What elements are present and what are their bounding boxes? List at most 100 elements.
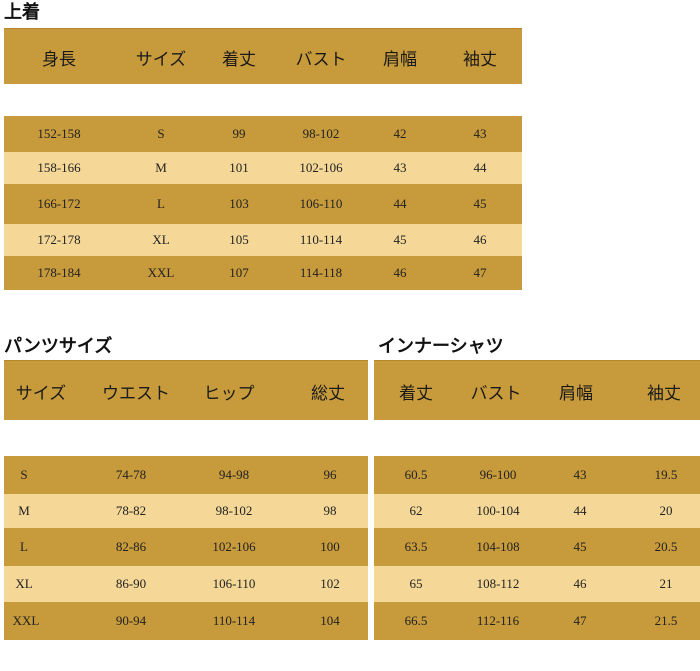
table-row: L 82-86 102-106 100 <box>4 528 368 566</box>
table-cell: 104-108 <box>476 539 520 554</box>
table-row: 178-184 XXL 107 114-118 46 47 <box>4 256 522 290</box>
table-cell: 112-116 <box>476 613 520 628</box>
table-row: 152-158 S 99 98-102 42 43 <box>4 116 522 152</box>
table-cell: 78-82 <box>115 503 147 518</box>
table-cell: 63.5 <box>404 539 428 554</box>
table-cell: 103 <box>229 196 249 211</box>
table-row: 60.5 96-100 43 19.5 <box>374 456 700 494</box>
table-cell: XXL <box>147 265 175 280</box>
header-cell: サイズ <box>135 49 187 70</box>
table-cell: 60.5 <box>404 467 428 482</box>
table-cell: 66.5 <box>404 613 428 628</box>
table-cell: 100 <box>320 539 340 554</box>
header-cell: 総丈 <box>311 383 345 404</box>
table-cell: 100-104 <box>476 503 520 518</box>
table-cell: 20.5 <box>654 539 678 554</box>
jacket-title: 上着 <box>4 2 40 23</box>
table-cell: 47 <box>473 265 487 280</box>
table-cell: 20 <box>659 503 673 518</box>
table-cell: 19.5 <box>654 467 678 482</box>
table-cell: 21 <box>659 576 673 591</box>
table-cell: 98 <box>323 503 337 518</box>
header-cell: バスト <box>470 383 522 404</box>
table-cell: 114-118 <box>299 265 343 280</box>
pants-size-table: サイズ ウエスト ヒップ 総丈 S 74-78 94-98 96 M 78-82… <box>4 360 368 640</box>
table-cell: 65 <box>409 576 423 591</box>
table-cell: 107 <box>229 265 249 280</box>
table-cell: 86-90 <box>115 576 147 591</box>
table-cell: 47 <box>573 613 587 628</box>
table-cell: M <box>18 503 30 518</box>
header-cell: バスト <box>295 49 347 70</box>
table-cell: 98-102 <box>302 126 340 141</box>
table-cell: 158-166 <box>37 160 81 175</box>
table-cell: 82-86 <box>115 539 147 554</box>
table-cell: 43 <box>393 160 407 175</box>
table-cell: 45 <box>573 539 587 554</box>
table-cell: 46 <box>393 265 407 280</box>
table-cell: 178-184 <box>37 265 81 280</box>
table-cell: XL <box>152 232 170 247</box>
header-cell: 袖丈 <box>463 49 497 70</box>
table-cell: 101 <box>229 160 249 175</box>
table-cell: 110-114 <box>212 613 256 628</box>
header-cell: 袖丈 <box>647 383 681 404</box>
table-cell: 108-112 <box>476 576 520 591</box>
header-cell: サイズ <box>15 383 67 404</box>
table-cell: 172-178 <box>37 232 81 247</box>
header-cell: 肩幅 <box>559 383 593 404</box>
table-cell: 46 <box>473 232 487 247</box>
table-cell: L <box>157 196 165 211</box>
table-cell: 106-110 <box>212 576 256 591</box>
inner-shirt-title: インナーシャツ <box>378 336 504 357</box>
table-cell: 74-78 <box>115 467 147 482</box>
table-cell: 96 <box>323 467 337 482</box>
table-cell: 45 <box>473 196 487 211</box>
table-cell: 44 <box>573 503 587 518</box>
table-row: XXL 90-94 110-114 104 <box>4 602 368 640</box>
table-cell: 94-98 <box>218 467 250 482</box>
table-row: 172-178 XL 105 110-114 45 46 <box>4 224 522 256</box>
table-cell: 106-110 <box>299 196 343 211</box>
table-cell: 46 <box>573 576 587 591</box>
table-cell: XXL <box>12 613 40 628</box>
table-cell: 43 <box>473 126 487 141</box>
table-cell: L <box>20 539 28 554</box>
table-cell: 99 <box>232 126 246 141</box>
table-cell: 102 <box>320 576 340 591</box>
table-cell: S <box>20 467 28 482</box>
table-row: 65 108-112 46 21 <box>374 566 700 602</box>
table-cell: 110-114 <box>299 232 343 247</box>
table-header: 着丈 バスト 肩幅 袖丈 <box>374 360 700 421</box>
table-cell: 152-158 <box>37 126 81 141</box>
table-cell: 90-94 <box>115 613 147 628</box>
table-cell: 45 <box>393 232 407 247</box>
table-cell: 43 <box>573 467 587 482</box>
table-cell: M <box>155 160 167 175</box>
table-cell: 44 <box>473 160 487 175</box>
inner-shirt-size-table: 着丈 バスト 肩幅 袖丈 60.5 96-100 43 19.5 62 100-… <box>374 360 700 640</box>
table-cell: 42 <box>393 126 407 141</box>
table-row: 62 100-104 44 20 <box>374 494 700 528</box>
table-cell: 166-172 <box>37 196 81 211</box>
table-header: サイズ ウエスト ヒップ 総丈 <box>4 360 368 421</box>
table-row: M 78-82 98-102 98 <box>4 494 368 528</box>
header-cell: 着丈 <box>399 383 433 404</box>
table-row: 158-166 M 101 102-106 43 44 <box>4 152 522 184</box>
table-cell: 62 <box>409 503 423 518</box>
table-cell: 44 <box>393 196 407 211</box>
table-row: XL 86-90 106-110 102 <box>4 566 368 602</box>
table-cell: 21.5 <box>654 613 678 628</box>
table-cell: 102-106 <box>212 539 256 554</box>
header-cell: 着丈 <box>222 49 256 70</box>
table-cell: 105 <box>229 232 249 247</box>
header-cell: 身長 <box>42 49 76 70</box>
table-header: 身長 サイズ 着丈 バスト 肩幅 袖丈 <box>4 28 522 85</box>
table-cell: S <box>157 126 165 141</box>
header-cell: 肩幅 <box>383 49 417 70</box>
table-cell: 102-106 <box>299 160 343 175</box>
table-row: 63.5 104-108 45 20.5 <box>374 528 700 566</box>
jacket-size-table: 身長 サイズ 着丈 バスト 肩幅 袖丈 152-158 S 99 98-102 … <box>4 28 522 290</box>
table-cell: 98-102 <box>215 503 253 518</box>
table-cell: 104 <box>320 613 340 628</box>
